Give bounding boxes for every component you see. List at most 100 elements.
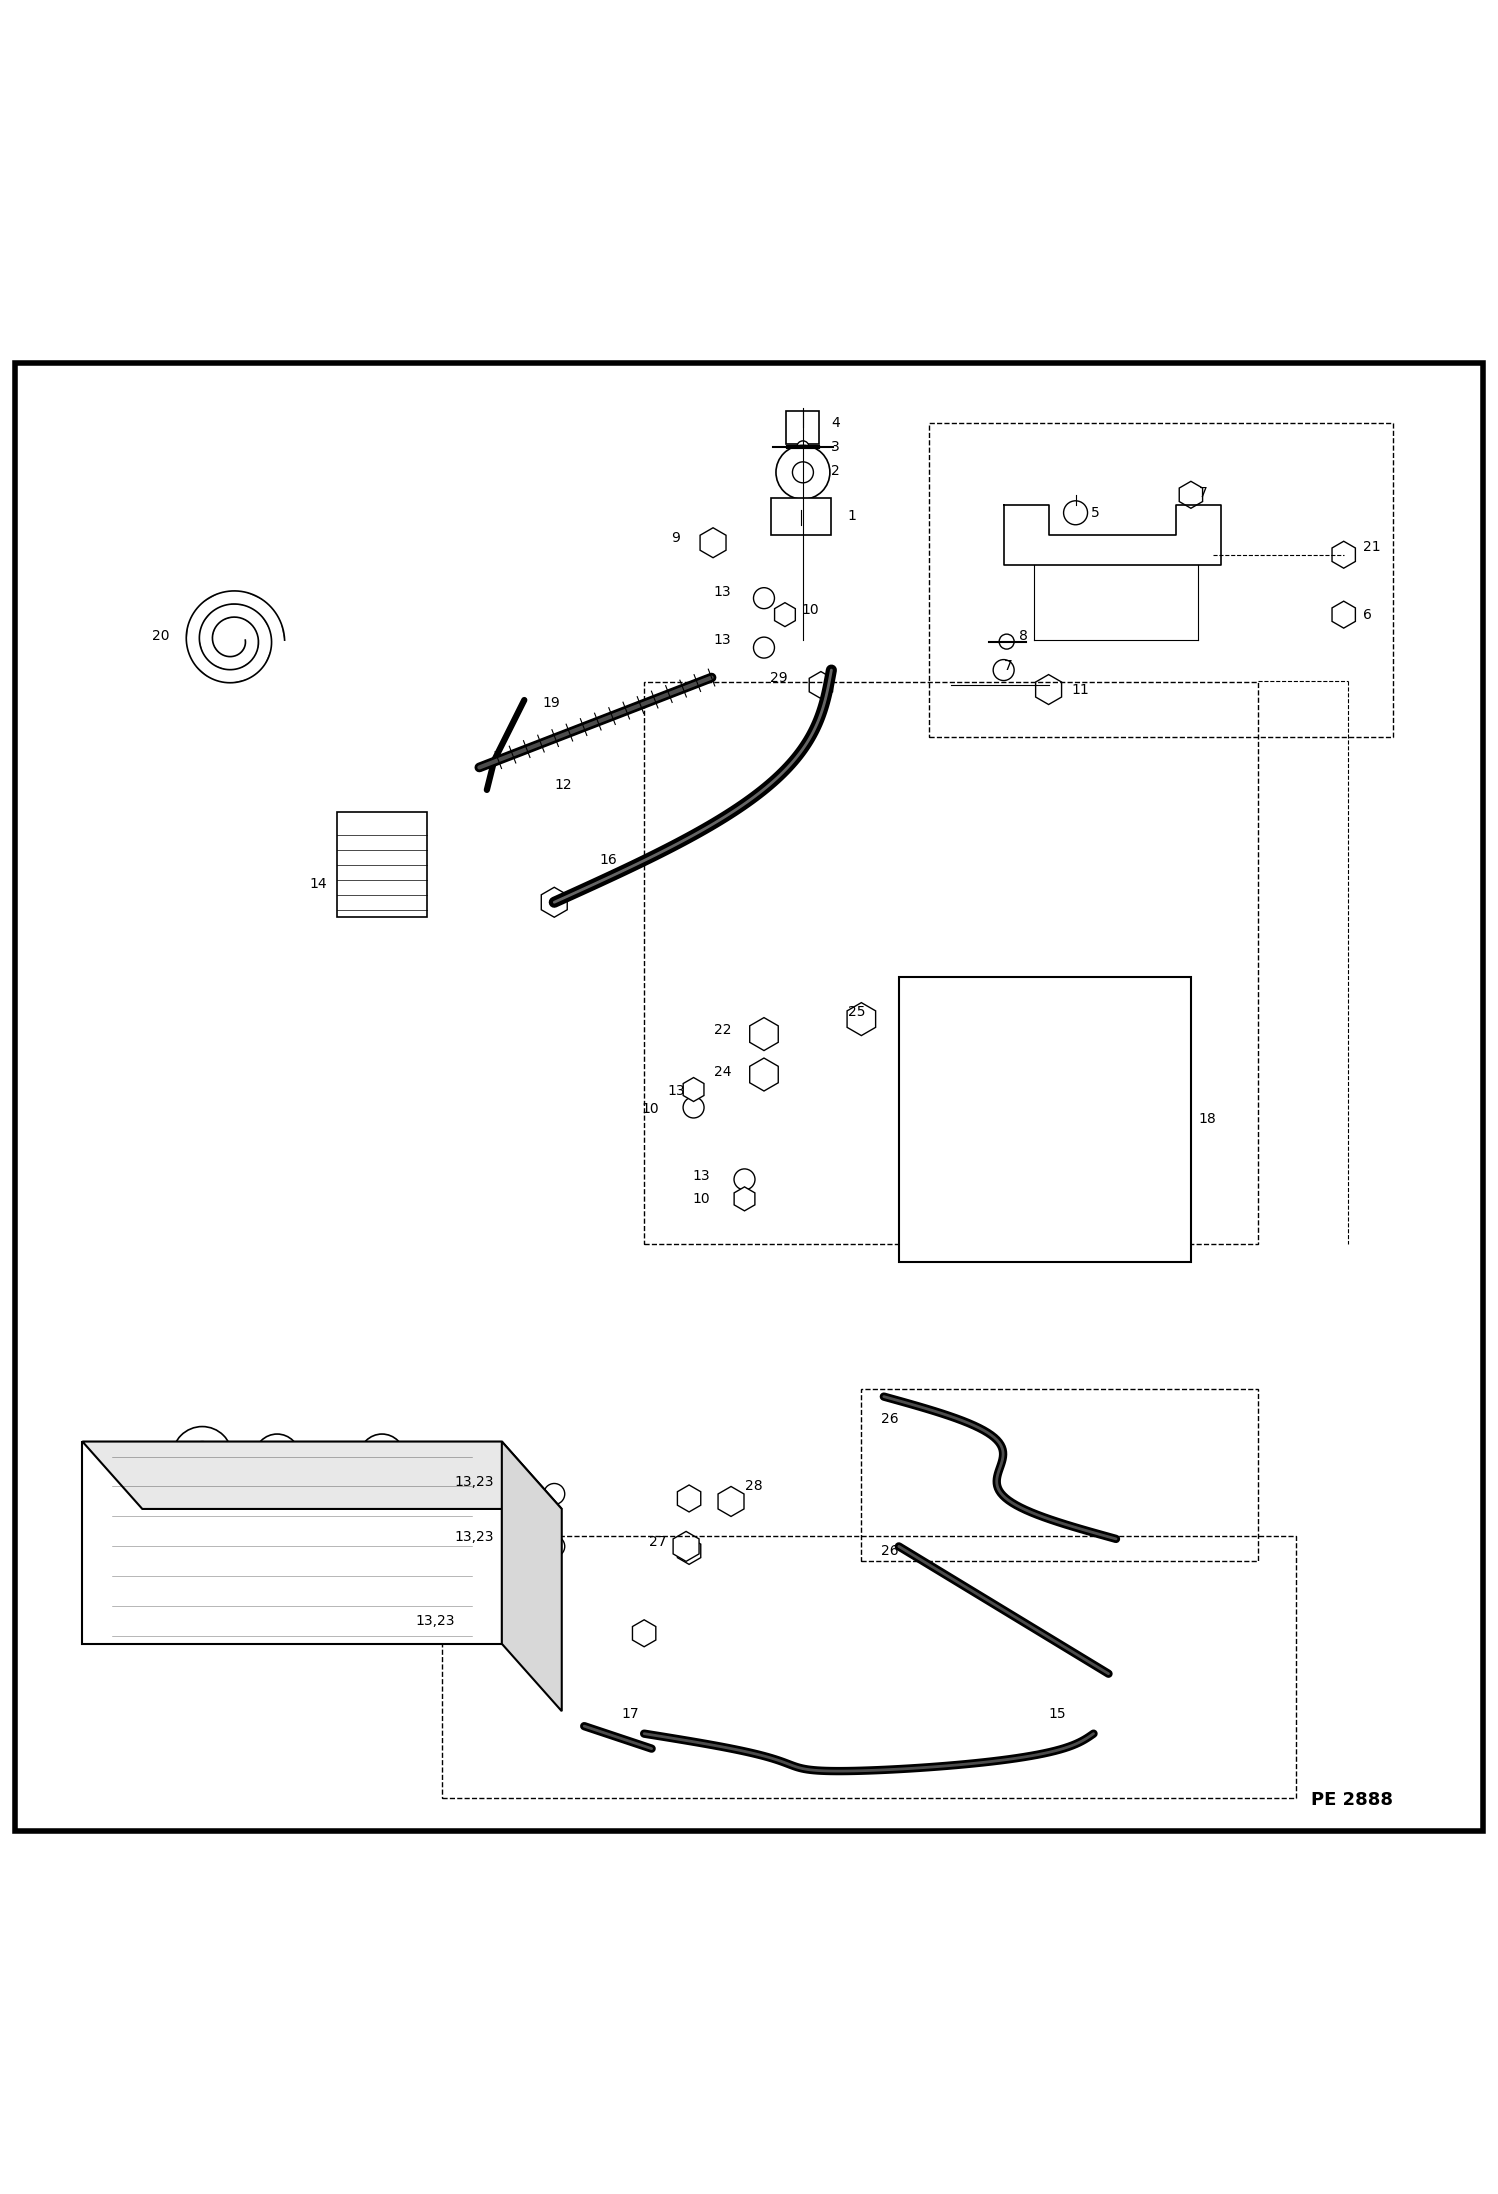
Circle shape [1161, 985, 1191, 1014]
Polygon shape [1035, 674, 1062, 704]
Polygon shape [82, 1441, 562, 1509]
Circle shape [1170, 1084, 1182, 1095]
Text: 7: 7 [1004, 658, 1013, 674]
Bar [861, 1389, 1258, 1562]
Polygon shape [809, 671, 833, 698]
Text: PE 2888: PE 2888 [1311, 1790, 1393, 1808]
Circle shape [255, 1435, 300, 1479]
Circle shape [1161, 1141, 1191, 1172]
Circle shape [920, 1058, 938, 1075]
Text: 24: 24 [713, 1064, 731, 1079]
Circle shape [683, 1097, 704, 1119]
Bar [929, 423, 1393, 737]
Text: 2: 2 [831, 463, 840, 478]
Text: 12: 12 [554, 779, 572, 792]
Text: 29: 29 [770, 671, 788, 685]
Polygon shape [677, 1485, 701, 1512]
Polygon shape [846, 1003, 876, 1036]
Bar [771, 498, 831, 535]
Text: 1: 1 [848, 509, 857, 522]
Text: 11: 11 [1071, 682, 1089, 695]
Text: 21: 21 [1363, 540, 1381, 555]
Text: 20: 20 [151, 630, 169, 643]
Circle shape [993, 660, 1014, 680]
Text: 13,23: 13,23 [455, 1474, 494, 1490]
Text: 13: 13 [692, 1169, 710, 1183]
Polygon shape [749, 1018, 779, 1051]
Circle shape [734, 1169, 755, 1189]
Circle shape [911, 1018, 947, 1055]
Circle shape [920, 1029, 938, 1047]
Circle shape [1170, 994, 1182, 1005]
Text: 26: 26 [881, 1413, 899, 1426]
Bar [337, 812, 427, 917]
Text: 13,23: 13,23 [455, 1531, 494, 1545]
Circle shape [1161, 1075, 1191, 1104]
Circle shape [1161, 1014, 1191, 1044]
Circle shape [1170, 1025, 1182, 1036]
Text: 27: 27 [649, 1536, 667, 1549]
Circle shape [544, 1536, 565, 1558]
Circle shape [797, 441, 809, 452]
Circle shape [911, 1049, 947, 1086]
Circle shape [544, 1483, 565, 1505]
Text: 3: 3 [831, 439, 840, 454]
Polygon shape [749, 1058, 779, 1090]
Circle shape [1170, 1152, 1182, 1163]
Circle shape [506, 1619, 527, 1639]
Text: 6: 6 [1363, 608, 1372, 621]
Polygon shape [632, 1619, 656, 1648]
Circle shape [954, 996, 978, 1018]
Polygon shape [774, 603, 795, 627]
Polygon shape [677, 1538, 701, 1564]
Bar [786, 410, 819, 443]
Circle shape [911, 1108, 947, 1145]
Polygon shape [1332, 601, 1356, 627]
Polygon shape [1179, 480, 1203, 509]
Circle shape [1064, 500, 1088, 524]
Bar [899, 976, 1191, 1262]
Circle shape [954, 1055, 978, 1079]
Text: 10: 10 [692, 1191, 710, 1207]
Polygon shape [683, 1077, 704, 1101]
Text: 10: 10 [641, 1101, 659, 1117]
Circle shape [911, 989, 947, 1025]
Circle shape [753, 588, 774, 608]
Bar [82, 1441, 502, 1643]
Circle shape [172, 1426, 232, 1488]
Circle shape [911, 1079, 947, 1115]
Polygon shape [1332, 542, 1356, 568]
Circle shape [1170, 1053, 1182, 1066]
Polygon shape [734, 1187, 755, 1211]
Text: 18: 18 [1198, 1112, 1216, 1126]
Text: 5: 5 [1091, 507, 1100, 520]
Circle shape [1161, 1112, 1191, 1141]
Polygon shape [502, 1441, 562, 1711]
Circle shape [1170, 1121, 1182, 1132]
Bar [644, 682, 1258, 1244]
Text: 25: 25 [848, 1005, 866, 1018]
Circle shape [920, 998, 938, 1016]
Circle shape [999, 634, 1014, 649]
Circle shape [1161, 1044, 1191, 1075]
Text: 4: 4 [831, 417, 840, 430]
Polygon shape [700, 529, 727, 557]
Text: 17: 17 [622, 1707, 640, 1720]
Text: 22: 22 [713, 1022, 731, 1036]
Text: 10: 10 [801, 603, 819, 617]
Text: 14: 14 [309, 878, 327, 891]
Bar [442, 1536, 1296, 1799]
Circle shape [954, 1115, 978, 1139]
Text: 19: 19 [542, 695, 560, 711]
Text: 28: 28 [745, 1479, 762, 1494]
Text: 26: 26 [881, 1545, 899, 1558]
Circle shape [187, 1441, 217, 1472]
Polygon shape [673, 1531, 700, 1562]
Circle shape [776, 445, 830, 500]
Text: 9: 9 [671, 531, 680, 546]
Text: 13,23: 13,23 [416, 1615, 455, 1628]
Circle shape [920, 1119, 938, 1136]
Circle shape [360, 1435, 404, 1479]
Circle shape [792, 463, 813, 483]
Text: 15: 15 [1049, 1707, 1067, 1720]
